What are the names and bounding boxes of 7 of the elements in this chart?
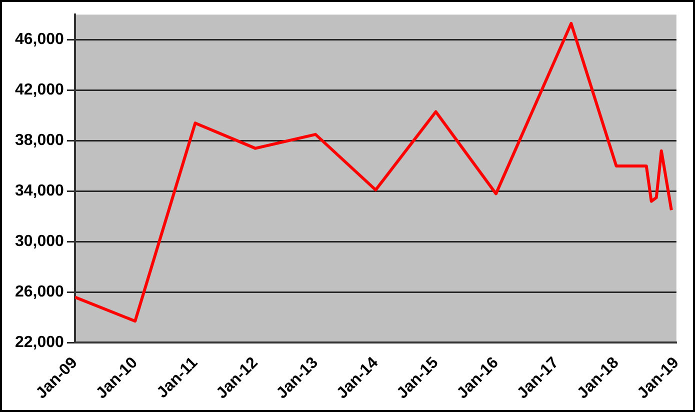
y-tick-label: 38,000 [15,132,64,150]
y-tick-label: 42,000 [15,82,64,99]
y-tick-label: 46,000 [15,31,64,48]
y-tick-label: 26,000 [15,284,64,301]
y-tick-label: 30,000 [15,233,64,250]
y-tick-label: 34,000 [15,182,64,200]
y-tick-label: 22,000 [15,334,64,351]
